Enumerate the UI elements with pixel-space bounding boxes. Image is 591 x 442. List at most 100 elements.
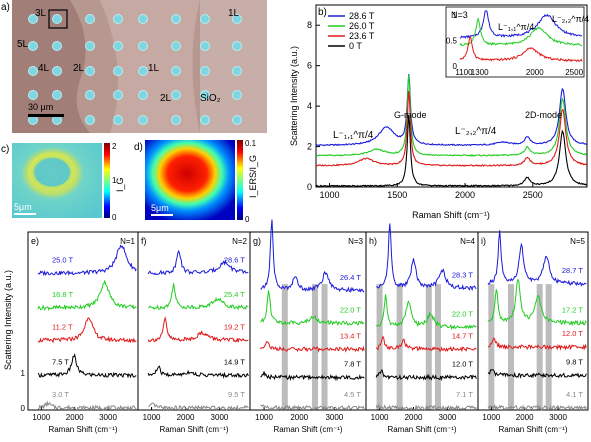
scale-bar-label-d: 5μm — [151, 203, 169, 213]
inset-series — [459, 10, 583, 62]
series-label-7-1-t: 7.1 T — [456, 390, 473, 399]
colorbar-d-tick-top: 0.1 — [245, 139, 257, 148]
xtick-label: 1000 — [255, 413, 273, 422]
xtick-label: 3000 — [99, 413, 117, 422]
pillar-dot — [28, 41, 38, 51]
panel-b-xtick-label: 2500 — [523, 190, 543, 200]
colorbar-c-tick-bottom: 0 — [112, 213, 117, 222]
excluded-band — [545, 284, 552, 410]
series-line-23-6-t — [315, 90, 587, 168]
panel-b-xtick-label: 1000 — [320, 190, 340, 200]
panel-label-d: d) — [134, 142, 143, 153]
inset-ytick-label: 0 — [453, 62, 458, 71]
lower-panels: e) N=1 1000 2000 3000 Raman Shift (cm⁻¹) 0 1 25.… — [21, 219, 589, 434]
pillar-dot — [113, 41, 123, 51]
layer-label-1L-mid: 1L — [148, 63, 160, 74]
series-line-14-9-t — [147, 365, 249, 380]
series-label-22-0-t: 22.0 T — [452, 310, 474, 319]
map-d-image — [145, 140, 235, 220]
panel-f-title: N=2 — [232, 237, 247, 246]
series-line-25-4-t — [148, 283, 249, 311]
inset-line-26-0-t — [459, 17, 582, 47]
pillar-dot — [200, 14, 210, 24]
series-label-28-3-t: 28.3 T — [452, 271, 474, 280]
panel-b-xlabel: Raman Shift (cm⁻¹) — [412, 210, 490, 220]
panel-i-title: N=5 — [570, 237, 585, 246]
panel-b-ytick-label: 4 — [307, 101, 312, 111]
pillar-dot — [171, 115, 181, 125]
pillar-dot — [232, 66, 242, 76]
layer-label-3L: 3L — [35, 8, 47, 19]
panel-g-xlabel: Raman Shift (cm⁻¹) — [273, 425, 342, 434]
pillar-dot — [28, 66, 38, 76]
pillar-dot — [138, 41, 148, 51]
series-label-25-0-t: 25.0 T — [52, 255, 74, 264]
ytick-label: 0 — [21, 404, 26, 413]
pillar-dot — [85, 66, 95, 76]
pillar-dot — [28, 14, 38, 24]
pillar-dot — [171, 41, 181, 51]
inset-annotation-L11: L⁻₁,₁^π/4 — [498, 22, 534, 32]
panel-b: b) Scattering Intensity (a.u.) Raman Shi… — [289, 4, 589, 220]
layer-label-2L-right: 2L — [160, 93, 172, 104]
colorbar-d — [237, 140, 243, 220]
panel-b-xtick-label: 1500 — [387, 190, 407, 200]
scale-bar-label-a: 30 μm — [28, 102, 53, 112]
map-c-center — [38, 161, 66, 183]
inset-label: N=3 — [451, 10, 468, 20]
panel-f-xlabel: Raman Shift (cm⁻¹) — [159, 425, 228, 434]
pillar-dot — [85, 115, 95, 125]
xtick-label: 3000 — [325, 413, 343, 422]
series-label-14-7-t: 14.7 T — [452, 331, 474, 340]
colorbar-d-label: I_ERS/I_G — [248, 155, 258, 198]
pillar-dot — [113, 90, 123, 100]
layer-label-4L: 4L — [38, 63, 50, 74]
excluded-band — [434, 284, 441, 410]
pillar-dot — [52, 66, 62, 76]
xtick-label: 2000 — [66, 413, 84, 422]
xtick-label: 2000 — [405, 413, 423, 422]
layer-label-5L: 5L — [17, 39, 29, 50]
pillar-dot — [113, 14, 123, 24]
series-line-17-2-t — [487, 278, 587, 327]
excluded-band — [425, 284, 432, 410]
selected-pillar-box — [48, 9, 68, 29]
panel-e-frame — [27, 231, 139, 411]
panel-b-ylabel: Scattering Intensity (a.u.) — [289, 46, 299, 146]
series-label-12-0-t: 12.0 T — [562, 329, 584, 338]
panel-b-frame — [315, 4, 588, 188]
pillar-dot — [28, 90, 38, 100]
lower-ylabel: Scattering Intensity (a.u.) — [3, 270, 13, 370]
inset-xtick-label: 2000 — [526, 68, 544, 77]
scale-bar-a — [28, 114, 64, 117]
xtick-label: 1000 — [32, 413, 50, 422]
series-label-7-5-t: 7.5 T — [52, 357, 69, 366]
panel-label-h: h) — [369, 236, 377, 246]
series-line-0-t — [315, 114, 587, 188]
panel-g: g) N=3 1000 2000 3000 Raman Shift (cm⁻¹) 26.4 … — [249, 219, 367, 434]
series-label-9-8-t: 9.8 T — [566, 357, 583, 366]
xtick-label: 1000 — [482, 413, 500, 422]
pillar-dot — [52, 41, 62, 51]
pillar-dot — [200, 41, 210, 51]
series-line-11-2-t — [37, 317, 137, 344]
panel-f: f) N=2 1000 2000 3000 Raman Shift (cm⁻¹) 28.6 … — [137, 231, 251, 434]
pillar-dot — [232, 41, 242, 51]
xtick-label: 2000 — [290, 413, 308, 422]
series-label-25-4-t: 25.4 T — [224, 290, 246, 299]
series-line-28-3-t — [376, 223, 477, 292]
panel-e-title: N=1 — [120, 237, 135, 246]
pillar-dot — [138, 66, 148, 76]
series-label-28-6-t: 28.6 T — [224, 255, 246, 264]
pillar-dot — [52, 90, 62, 100]
series-line-7-8-t — [260, 371, 365, 382]
panel-label-a: a) — [1, 2, 10, 13]
xtick-label: 3000 — [211, 413, 229, 422]
panel-e-xlabel: Raman Shift (cm⁻¹) — [48, 425, 117, 434]
pillar-dot — [138, 115, 148, 125]
series-label-28-7-t: 28.7 T — [562, 266, 584, 275]
legend-label-23-6: 23.6 T — [349, 31, 375, 41]
pillar-dot — [113, 115, 123, 125]
panel-label-f: f) — [141, 236, 147, 246]
